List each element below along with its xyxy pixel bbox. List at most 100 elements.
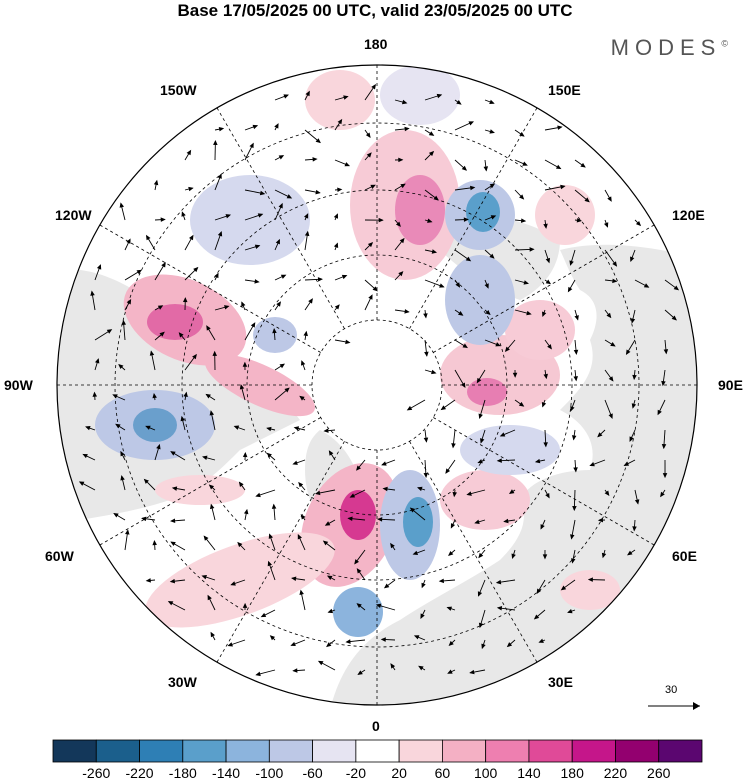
wind-arrow [180, 415, 186, 431]
wind-arrow [230, 579, 246, 586]
wind-arrow [417, 486, 426, 492]
positive-anomaly [155, 475, 245, 505]
wind-arrow [152, 392, 157, 401]
wind-arrow [244, 189, 266, 196]
wind-arrow [326, 575, 336, 581]
wind-arrow [570, 399, 576, 412]
wind-arrow [274, 301, 281, 311]
wind-arrow [469, 669, 486, 675]
wind-arrow [570, 549, 576, 564]
wind-arrow [499, 429, 516, 437]
wind-arrow [448, 549, 456, 556]
lon-label-90e: 90E [718, 377, 743, 393]
wind-arrow [623, 459, 636, 466]
wind-arrow [484, 309, 491, 315]
wind-arrow [303, 330, 308, 341]
wind-arrow [364, 184, 376, 191]
wind-arrow [314, 489, 336, 496]
wind-arrow [327, 608, 336, 614]
wind-arrow [543, 219, 548, 229]
wind-arrow [304, 90, 310, 101]
wind-arrow [544, 279, 552, 285]
wind-arrow [334, 95, 349, 101]
colorbar-tick-label: 20 [391, 765, 407, 781]
wind-arrow [274, 238, 280, 251]
wind-arrow [478, 609, 486, 629]
wind-arrow [540, 519, 546, 530]
wind-arrow [380, 637, 396, 642]
wind-arrow [663, 339, 669, 355]
wind-arrow [238, 481, 246, 491]
colorbar-swatch [528, 739, 573, 763]
wind-arrow [477, 579, 486, 597]
wind-arrow [412, 549, 426, 555]
wind-arrow [382, 486, 396, 492]
wind-arrow [424, 189, 439, 201]
wind-arrow [299, 589, 306, 611]
wind-arrow [375, 603, 396, 611]
wind-arrow [446, 606, 456, 611]
wind-arrow [322, 540, 336, 551]
wind-arrow [293, 426, 306, 431]
wind-arrow [454, 185, 476, 191]
meridian-line [216, 441, 345, 663]
meridian-line [433, 417, 655, 546]
wind-arrow [452, 489, 457, 498]
wind-arrow [214, 126, 225, 132]
wind-arrow [394, 157, 404, 163]
wind-arrow [448, 639, 456, 647]
wind-arrow [356, 459, 366, 471]
reference-vector-value: 30 [665, 684, 678, 696]
positive-anomaly [204, 353, 316, 417]
wind-arrow [119, 202, 126, 221]
wind-arrow [544, 184, 566, 191]
wind-arrow [205, 393, 216, 401]
wind-arrow [438, 578, 456, 584]
positive-anomaly [305, 70, 375, 130]
wind-arrow [118, 364, 126, 371]
wind-arrow [271, 503, 277, 521]
colorbar-tick-label: 100 [473, 765, 498, 781]
wind-arrow [483, 159, 489, 172]
wind-arrow [394, 183, 406, 191]
wind-arrow [495, 579, 516, 585]
wind-arrow [440, 399, 456, 411]
wind-arrow [604, 399, 613, 419]
colorbar-swatch [615, 739, 660, 763]
reference-vector-arrow [648, 702, 700, 710]
wind-arrow [484, 279, 489, 289]
wind-arrow [154, 262, 166, 281]
lon-label-180: 180 [364, 36, 388, 52]
wind-arrow [377, 517, 396, 522]
positive-anomaly [505, 300, 575, 360]
wind-arrow [290, 639, 306, 647]
lon-label-150w: 150W [160, 82, 197, 98]
wind-arrow [120, 475, 126, 491]
wind-arrow [233, 425, 246, 431]
wind-arrow [184, 186, 194, 192]
wind-arrow [208, 484, 216, 491]
colorbar-tick-label: 140 [517, 765, 541, 781]
negative-anomaly [380, 65, 460, 125]
colorbar-tick-label: -140 [212, 765, 241, 781]
wind-arrow [514, 218, 527, 223]
wind-arrow [409, 507, 426, 521]
wind-arrow [634, 489, 640, 505]
wind-arrow [145, 578, 156, 583]
wind-arrow [274, 363, 286, 371]
wind-arrow [514, 129, 525, 137]
colorbar-tick-label: 60 [434, 765, 451, 781]
wind-arrow [201, 574, 216, 581]
wind-arrow [544, 489, 550, 499]
wind-arrow [183, 391, 188, 401]
wind-arrow [274, 274, 287, 281]
wind-arrow [334, 118, 343, 131]
wind-arrow [601, 549, 607, 559]
wind-arrow [124, 298, 132, 311]
wind-arrow [512, 369, 518, 378]
negative-anomaly [445, 255, 515, 345]
wind-arrow [94, 358, 100, 371]
wind-arrow [272, 328, 277, 341]
wind-arrow [454, 369, 466, 388]
